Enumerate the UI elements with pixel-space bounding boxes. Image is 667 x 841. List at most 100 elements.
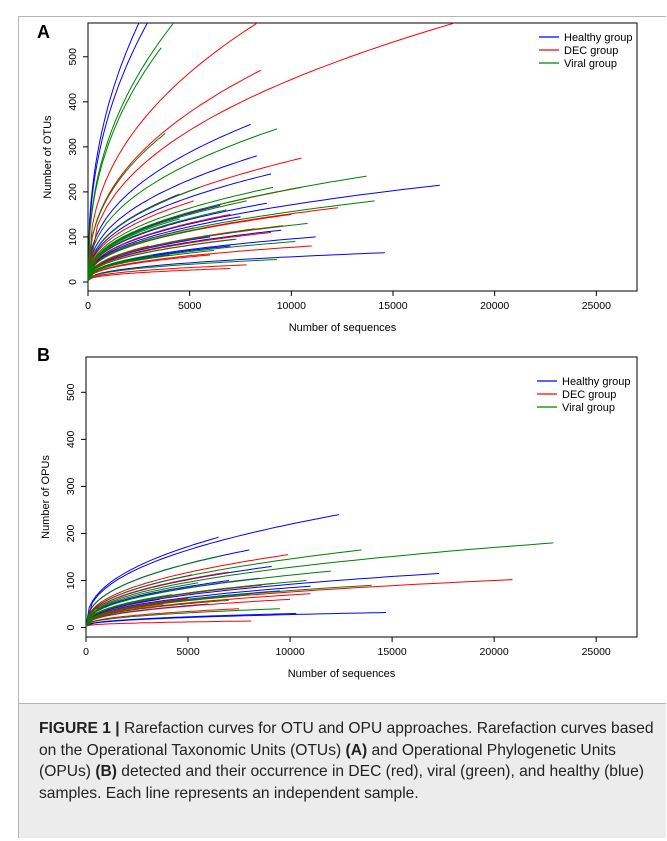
panel-a-dec-curve-8	[88, 268, 231, 282]
panel-a-y-axis-title: Number of OTUs	[42, 115, 54, 199]
panel-a-healthy-curve-12	[88, 216, 241, 281]
panel-a-dec-curve-17	[88, 245, 312, 281]
panel-b-healthy-curve-5	[86, 573, 440, 627]
panel-b-healthy-curve-7	[86, 612, 387, 627]
panel-b-healthy-curve-1	[86, 514, 340, 627]
panel-a-healthy-curve-3	[88, 123, 251, 281]
panel-b-dec-curve-12	[86, 598, 291, 627]
panel-b-x-axis-title: Number of sequences	[288, 668, 396, 680]
panel-a-dec-curve-18	[88, 231, 272, 281]
panel-a-x-tick-label-5: 25000	[582, 300, 611, 312]
panel-a-dec-curve-13	[88, 200, 194, 281]
panel-b-healthy-curve-2	[86, 536, 219, 627]
panel-b-letter: B	[37, 345, 50, 365]
panel-a-healthy-curve-2	[88, 23, 140, 281]
panel-b-dec-curve-8	[86, 608, 240, 627]
caption-text-1: Rarefaction curves for OTU and OPU appro…	[39, 720, 654, 759]
panel-b-viral-curve-10	[86, 570, 331, 627]
panel-a-viral-curve-6	[88, 200, 375, 281]
panel-a-viral-curve-8	[88, 186, 274, 281]
panel-b-x-tick-label-3: 15000	[378, 646, 407, 658]
panel-a-healthy-curve-1	[88, 23, 149, 281]
panel-b-dec-curve-4	[86, 620, 252, 627]
panel-b-x-tick-label-5: 25000	[582, 646, 611, 658]
panel-b-legend-label-1: Healthy group	[562, 376, 631, 388]
panel-b-plot-frame	[85, 356, 638, 638]
panel-a-healthy-curve-6	[88, 184, 440, 281]
panel-a-viral-curve-1	[88, 23, 175, 281]
caption-ref-a: (A)	[345, 741, 368, 759]
panel-b-healthy-curve-13	[86, 598, 160, 627]
panel-a-chart: A 0 5000 10000 15000 20000 25000 0 100 200 300 400 5…	[37, 22, 638, 334]
panel-a-viral-curve-17	[88, 200, 247, 281]
panel-a-viral-curve-7	[88, 241, 296, 281]
panel-a-x-tick-label-3: 15000	[378, 300, 407, 312]
panel-b-x-tick-label-4: 20000	[480, 646, 509, 658]
panel-b-viral-curve-8	[86, 582, 199, 627]
panel-a-dec-curve-1	[88, 69, 262, 281]
panel-a-x-tick-label-0: 0	[85, 300, 91, 312]
panel-a-legend-label-2: DEC group	[564, 45, 618, 57]
panel-a-x-tick-label-1: 5000	[178, 300, 202, 312]
panel-b-chart: B 0 5000 10000 15000 20000 25000 0 100 200 300 400 5…	[37, 345, 638, 680]
panel-b-x-tick-label-0: 0	[83, 646, 89, 658]
panel-b-viral-curve-7	[86, 608, 280, 627]
panel-a-viral-curve-5	[88, 175, 367, 281]
caption-label: FIGURE 1 |	[39, 720, 120, 737]
panel-b-dec-curve-7	[86, 597, 189, 627]
panel-b-viral-curve-1	[86, 542, 554, 627]
panel-a-dec-curve-3	[88, 23, 457, 281]
figure-caption: FIGURE 1 | Rarefaction curves for OTU an…	[18, 704, 666, 838]
panel-a-y-tick-label-3: 300	[67, 138, 79, 156]
panel-b-healthy-curve-9	[86, 580, 229, 627]
panel-a-viral-curve-4	[88, 128, 278, 281]
panel-a-x-tick-label-2: 10000	[277, 300, 306, 312]
panel-a-healthy-curve-4	[88, 173, 272, 281]
panel-a-legend-label-1: Healthy group	[564, 32, 633, 44]
panel-b-y-tick-label-4: 400	[65, 430, 77, 448]
panel-b-legend-label-3: Viral group	[562, 402, 615, 414]
panel-b-y-tick-label-3: 300	[65, 477, 77, 495]
caption-ref-b: (B)	[95, 763, 117, 780]
panel-a-legend-label-3: Viral group	[564, 58, 617, 70]
panel-a-y-tick-label-4: 400	[67, 93, 79, 111]
caption-text-3: detected and their occurrence in DEC (re…	[39, 763, 644, 802]
panel-b-viral-curve-11	[86, 599, 229, 627]
figure-frame	[18, 16, 666, 704]
panel-a-viral-curve-18	[88, 250, 215, 281]
panel-a-plot-frame	[87, 22, 638, 292]
panel-a-viral-curve-16	[88, 254, 154, 281]
panel-a-y-tick-label-5: 500	[67, 48, 79, 66]
panel-a-viral-curve-15	[88, 222, 308, 281]
panel-b-legend-label-2: DEC group	[562, 389, 616, 401]
panel-b-viral-curve-2	[86, 549, 362, 627]
panel-a-viral-curve-14	[88, 186, 200, 281]
panel-a-letter: A	[37, 22, 50, 42]
caption-text-2: and Operational Phylogenetic Units (OPUs…	[39, 741, 616, 781]
panel-b-dec-curve-9	[86, 593, 311, 627]
panel-b-dec-curve-2	[86, 554, 289, 627]
panel-b-curves	[86, 514, 554, 627]
panel-b-x-tick-label-1: 5000	[176, 646, 200, 658]
panel-b-y-axis-title: Number of OPUs	[40, 455, 52, 539]
panel-a-y-tick-label-1: 100	[67, 228, 79, 246]
panel-a-dec-curve-15	[88, 245, 150, 281]
panel-a-healthy-curve-13	[88, 202, 267, 281]
panel-a-viral-curve-13	[88, 218, 180, 281]
panel-b-y-tick-label-1: 100	[65, 572, 77, 590]
panel-b-viral-curve-5	[86, 580, 307, 627]
panel-a-viral-curve-3	[88, 133, 166, 281]
panel-b-x-tick-label-2: 10000	[275, 646, 304, 658]
panel-a-healthy-curve-5	[88, 155, 257, 281]
panel-b-viral-curve-4	[86, 555, 221, 627]
panel-a-dec-curve-7	[88, 264, 247, 281]
panel-b-y-tick-label-5: 500	[65, 383, 77, 401]
panel-a-dec-curve-2	[88, 23, 259, 281]
panel-a-x-axis-title: Number of sequences	[289, 322, 397, 334]
panel-b-y-tick-label-2: 200	[65, 525, 77, 543]
panel-a-dec-curve-12	[88, 213, 231, 281]
panel-a-viral-curve-12	[88, 259, 278, 281]
panel-a-viral-curve-9	[88, 209, 227, 281]
panel-b-dec-curve-3	[86, 571, 229, 627]
panel-a-y-tick-label-2: 200	[67, 183, 79, 201]
